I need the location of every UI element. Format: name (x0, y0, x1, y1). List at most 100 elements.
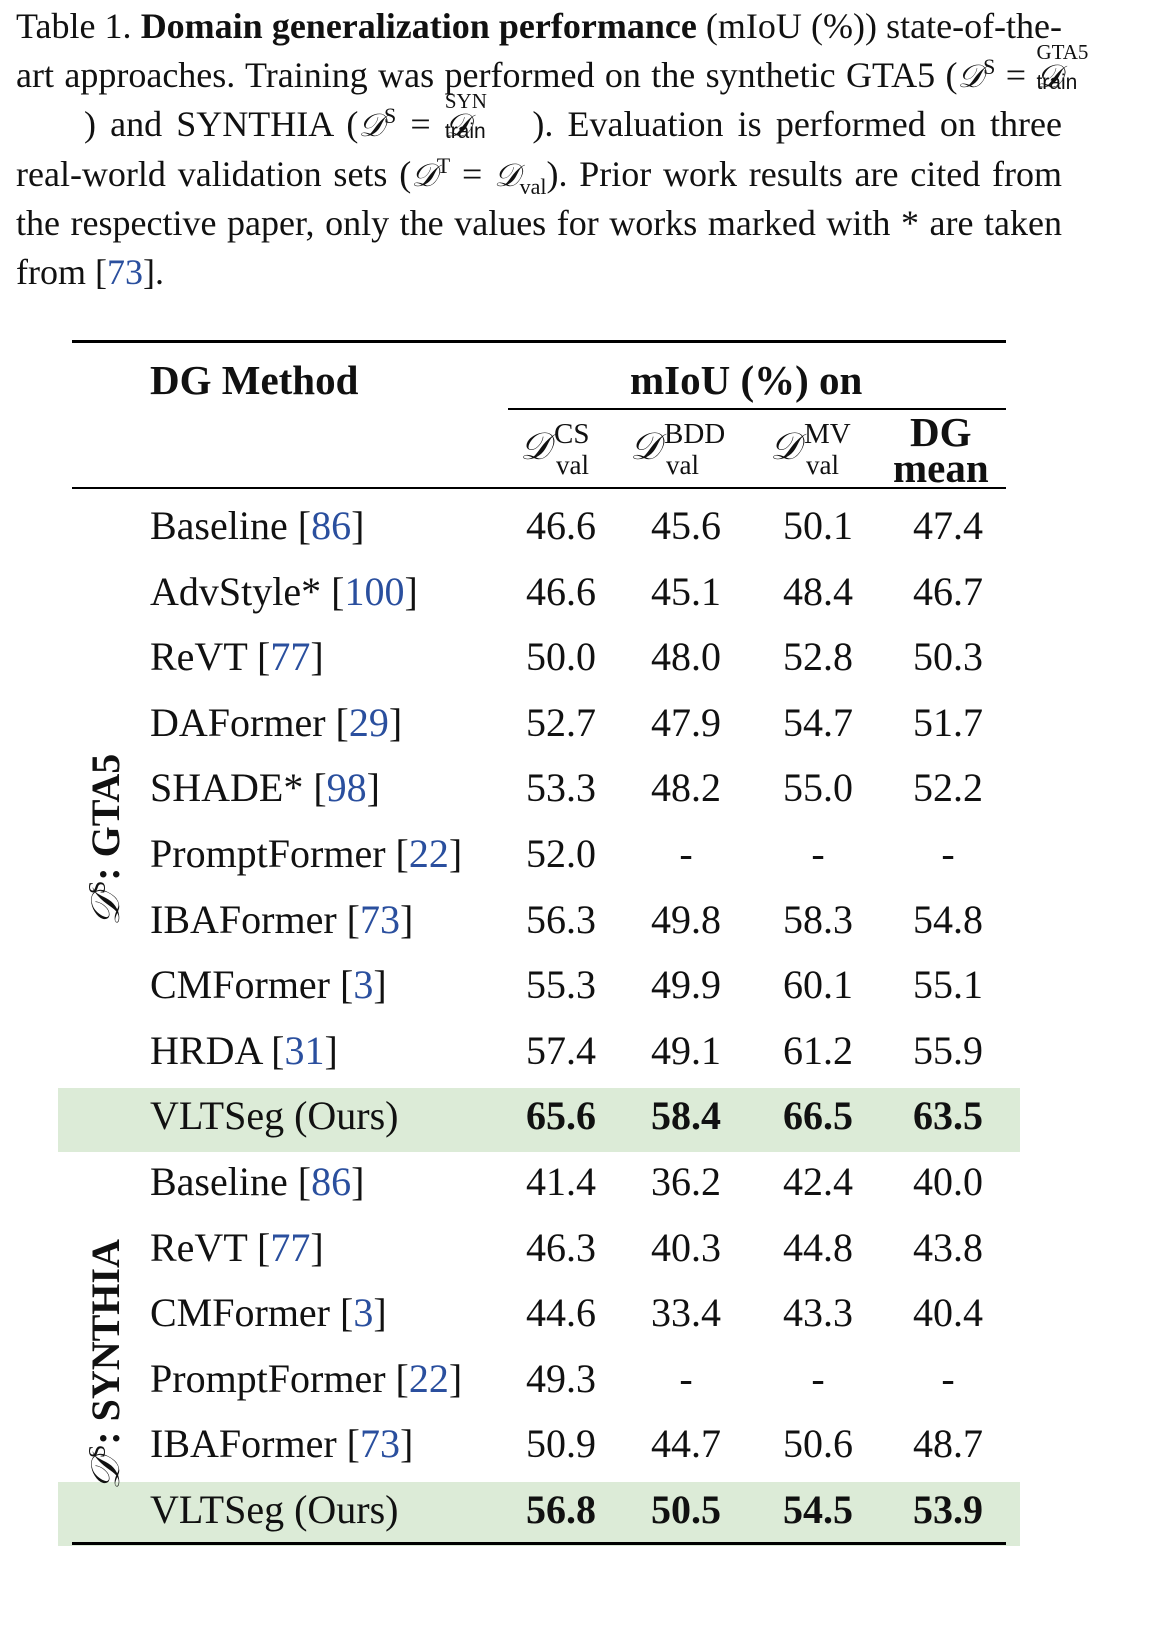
table-cell-value: 49.3 (526, 1355, 596, 1401)
bracket: [ (340, 1290, 354, 1336)
table-cell-value: 43.3 (783, 1290, 853, 1336)
table-row-method: PromptFormer [22] (150, 830, 462, 878)
bracket: ] (351, 503, 365, 548)
table-cell-value: 47.4 (913, 503, 983, 548)
table-cell-value: 60.1 (783, 962, 853, 1008)
bracket: ] (351, 1159, 365, 1204)
table-cell-value: 49.8 (651, 896, 721, 942)
table-row-method: HRDA [31] (150, 1027, 338, 1075)
table-cell-value: 61.2 (783, 1027, 853, 1073)
citation-link[interactable]: 77 (270, 1224, 311, 1270)
table-cell-value: 50.5 (651, 1487, 721, 1532)
table-cell-value: 45.6 (651, 503, 721, 548)
table-cell-value: 54.8 (913, 896, 983, 942)
bracket: ] (310, 634, 324, 680)
citation-link[interactable]: 100 (344, 568, 405, 614)
citation-link[interactable]: 22 (408, 1355, 449, 1401)
table-row-method: DAFormer [29] (150, 699, 402, 747)
citation-link[interactable]: 73 (359, 1421, 400, 1467)
table-cell-value: 40.0 (913, 1159, 983, 1204)
bracket: ] (404, 568, 418, 614)
table-cell-value: - (679, 831, 693, 876)
citation-link[interactable]: 73 (359, 896, 400, 942)
method-name: IBAFormer (150, 896, 347, 942)
table-cell-value: 66.5 (783, 1093, 853, 1139)
citation-link[interactable]: 3 (353, 962, 374, 1008)
table-bottom-rule (72, 1542, 1006, 1545)
caption-label: Table 1. (16, 6, 132, 46)
table-cell-value: - (941, 1355, 955, 1401)
table-cell-value: 47.9 (651, 699, 721, 745)
table-cell-value: 55.1 (913, 962, 983, 1008)
citation-link[interactable]: 3 (353, 1290, 374, 1336)
table-row-method: IBAFormer [73] (150, 1420, 413, 1468)
table-cell-value: 48.0 (651, 634, 721, 680)
citation-link[interactable]: 86 (311, 503, 352, 548)
method-name: CMFormer (150, 962, 340, 1008)
method-name: PromptFormer (150, 831, 396, 876)
table-cell-value: - (811, 831, 825, 876)
caption-title: Domain generalization performance (140, 6, 697, 46)
table-row-method: SHADE* [98] (150, 764, 380, 812)
table-cell-value: 49.1 (651, 1027, 721, 1073)
bracket: [ (331, 568, 345, 614)
citation-link[interactable]: 77 (270, 634, 311, 680)
method-name: DAFormer (150, 699, 336, 745)
table-row-method: AdvStyle* [100] (150, 568, 418, 616)
method-name: SHADE* (150, 765, 314, 811)
bracket: ] (324, 1027, 338, 1073)
table-cell-value: 55.3 (526, 962, 596, 1008)
bracket: ] (388, 699, 403, 745)
table-row-method: Baseline [86] (150, 502, 364, 550)
table-cell-value: 50.0 (526, 634, 596, 680)
table-cell-value: 50.1 (783, 503, 853, 548)
method-name: Baseline (150, 1159, 298, 1204)
table-cell-value: 56.8 (526, 1487, 596, 1532)
method-name: ReVT (150, 634, 258, 680)
bracket: [ (340, 962, 354, 1008)
method-name: VLTSeg (Ours) (150, 1093, 399, 1139)
method-name: HRDA (150, 1027, 272, 1073)
table-cell-value: 46.3 (526, 1224, 596, 1270)
highlight-row-bg (58, 1088, 1020, 1152)
bracket: [ (395, 831, 409, 876)
table-cell-value: 57.4 (526, 1027, 596, 1073)
table-cell-value: 33.4 (651, 1290, 721, 1336)
caption-citation-link[interactable]: 73 (106, 251, 143, 292)
table-row-method: ReVT [77] (150, 633, 324, 681)
table-cell-value: 52.2 (913, 765, 983, 811)
table-cell-value: 45.1 (651, 568, 721, 614)
group-label: 𝒟S: GTA5 (83, 753, 129, 926)
bracket: [ (395, 1355, 409, 1401)
group-label: 𝒟S: SYNTHIA (83, 1239, 129, 1491)
bracket: [ (346, 1421, 360, 1467)
citation-link[interactable]: 98 (326, 765, 367, 811)
method-name: ReVT (150, 1224, 258, 1270)
table-cell-value: 43.8 (913, 1224, 983, 1270)
column-header-dg-mean-line1: DG (910, 409, 972, 455)
table-cell-value: 48.7 (913, 1421, 983, 1467)
table-cell-value: 50.3 (913, 634, 983, 680)
table-cell-value: 50.6 (783, 1421, 853, 1467)
table-cell-value: 42.4 (783, 1159, 853, 1204)
column-header-dg-mean-line2: mean (893, 445, 989, 491)
bracket: [ (313, 765, 327, 811)
table-cell-value: 52.8 (783, 634, 853, 680)
citation-link[interactable]: 31 (284, 1027, 325, 1073)
table-cell-value: 46.6 (526, 503, 596, 548)
table-cell-value: - (679, 1355, 693, 1401)
table-row-method: CMFormer [3] (150, 1289, 387, 1337)
citation-link[interactable]: 86 (311, 1159, 352, 1204)
table-cell-value: 65.6 (526, 1093, 596, 1139)
table-row-method: PromptFormer [22] (150, 1355, 462, 1403)
bracket: ] (399, 896, 414, 942)
method-name: AdvStyle* (150, 568, 332, 614)
table-cell-value: 40.4 (913, 1290, 983, 1336)
citation-link[interactable]: 22 (408, 831, 449, 876)
table-cell-value: 54.7 (783, 699, 853, 745)
table-cell-value: 50.9 (526, 1421, 596, 1467)
citation-link[interactable]: 29 (348, 699, 389, 745)
bracket: [ (297, 1159, 312, 1204)
method-name: IBAFormer (150, 1421, 347, 1467)
table-top-rule (72, 340, 1006, 343)
